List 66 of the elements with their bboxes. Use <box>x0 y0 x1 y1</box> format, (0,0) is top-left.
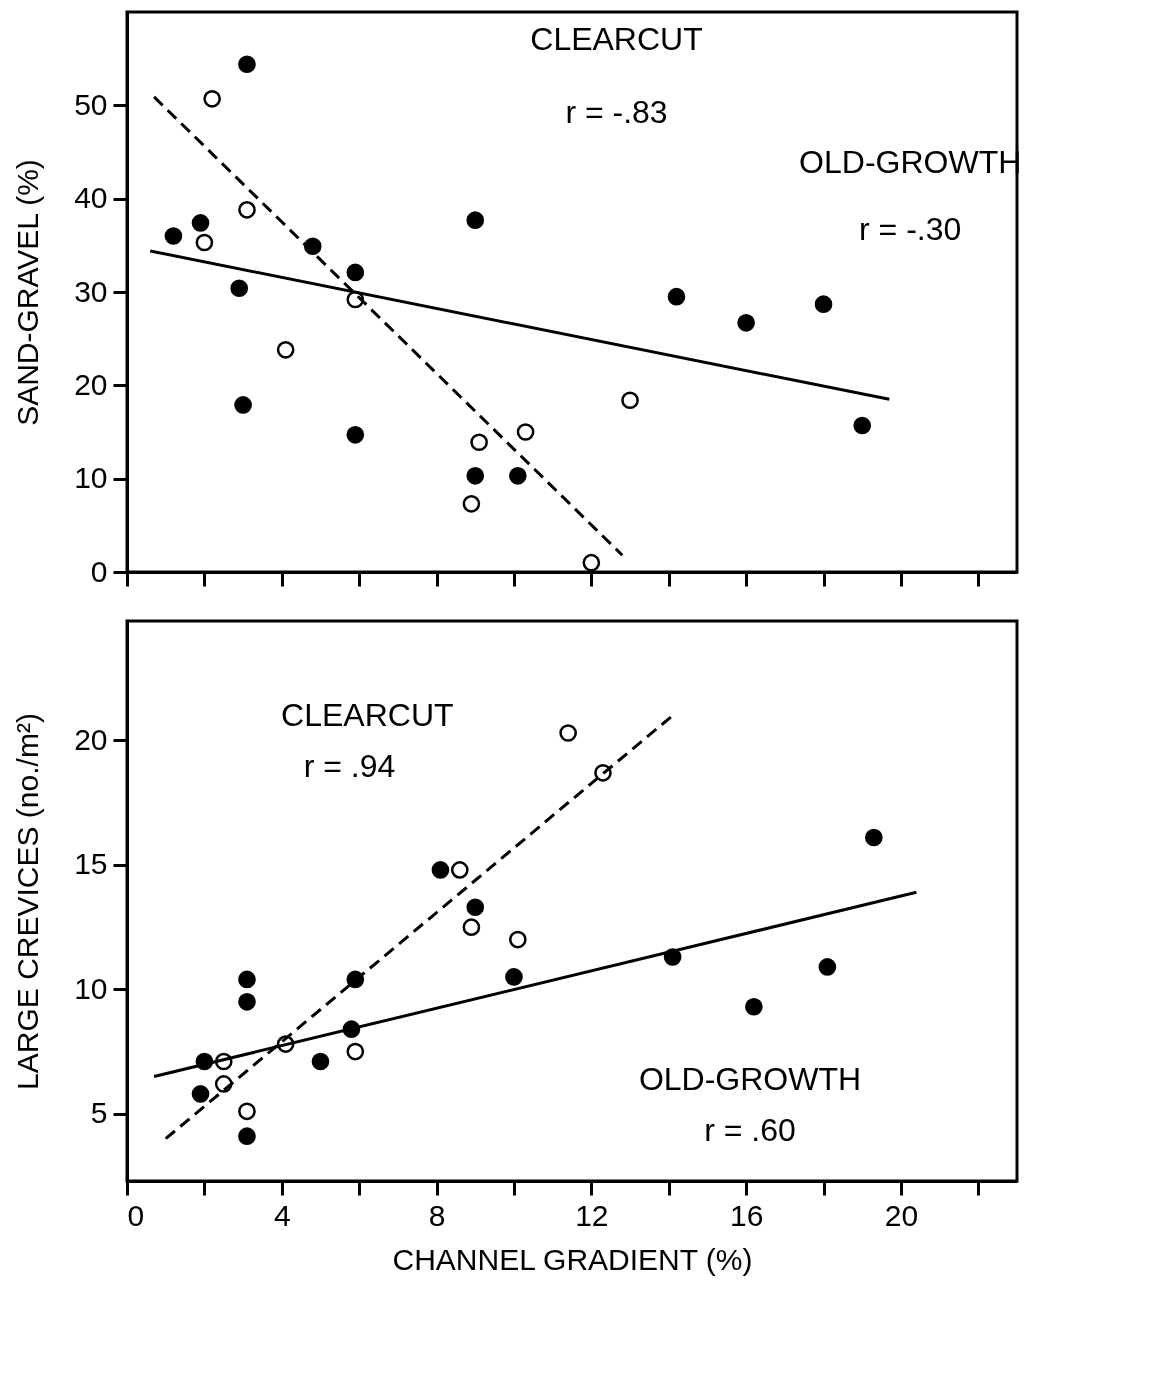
x-tick-label: 0 <box>127 1198 145 1232</box>
point <box>276 341 295 359</box>
y-tick-label: 10 <box>74 971 108 1005</box>
point <box>230 279 249 298</box>
y-tick-label: 5 <box>90 1096 108 1130</box>
point <box>238 1127 256 1146</box>
x-tick-label: 12 <box>575 1198 609 1232</box>
annotation: r = -.83 <box>565 93 668 130</box>
annotation: r = -.30 <box>859 211 962 248</box>
y-axis-title: LARGE CREVICES (no./m²) <box>11 713 45 1090</box>
point <box>238 970 256 989</box>
point <box>195 233 214 252</box>
point <box>621 391 639 410</box>
point <box>191 214 210 232</box>
y-tick-label: 30 <box>74 274 108 308</box>
x-tick-label: 4 <box>273 1198 291 1232</box>
point <box>508 467 527 485</box>
point <box>470 433 488 452</box>
annotation: CLEARCUT <box>530 21 703 57</box>
point <box>853 416 872 435</box>
point <box>164 227 183 245</box>
point <box>450 861 469 879</box>
point <box>818 958 837 976</box>
y-tick-label: 15 <box>74 847 108 881</box>
point <box>431 861 450 879</box>
x-axis-title: CHANNEL GRADIENT (%) <box>392 1242 753 1276</box>
x-tick-label: 8 <box>428 1198 446 1232</box>
point <box>346 425 365 444</box>
point <box>191 1085 210 1103</box>
point <box>234 396 252 414</box>
point <box>745 997 763 1016</box>
point <box>737 313 755 332</box>
y-tick-label: 0 <box>90 554 108 588</box>
point <box>466 467 485 485</box>
point <box>814 295 833 313</box>
point <box>238 992 256 1011</box>
point <box>462 495 481 513</box>
point <box>466 898 485 917</box>
annotation: CLEARCUT <box>281 697 454 734</box>
annotation: r = .60 <box>704 1111 796 1148</box>
x-tick-label: 20 <box>884 1198 919 1232</box>
point <box>508 930 527 949</box>
y-tick-label: 20 <box>74 367 108 401</box>
point <box>466 211 485 229</box>
point <box>238 201 256 219</box>
point <box>667 287 686 306</box>
y-axis-title: SAND-GRAVEL (%) <box>11 159 45 426</box>
point <box>203 89 221 108</box>
point <box>516 423 535 441</box>
x-tick-label: 16 <box>729 1198 764 1232</box>
point <box>505 968 523 986</box>
y-tick-label: 10 <box>74 461 108 495</box>
y-tick-label: 50 <box>74 87 108 121</box>
annotation: r = .94 <box>303 747 396 784</box>
point <box>346 263 365 282</box>
y-tick-label: 40 <box>74 181 108 215</box>
point <box>238 55 256 74</box>
point <box>311 1052 330 1071</box>
point <box>582 553 601 572</box>
point <box>238 1102 256 1121</box>
point <box>462 918 481 936</box>
point <box>559 724 577 742</box>
annotation: OLD-GROWTH <box>638 1061 862 1098</box>
y-tick-label: 20 <box>74 722 108 756</box>
point <box>346 1042 365 1061</box>
point <box>864 828 883 847</box>
